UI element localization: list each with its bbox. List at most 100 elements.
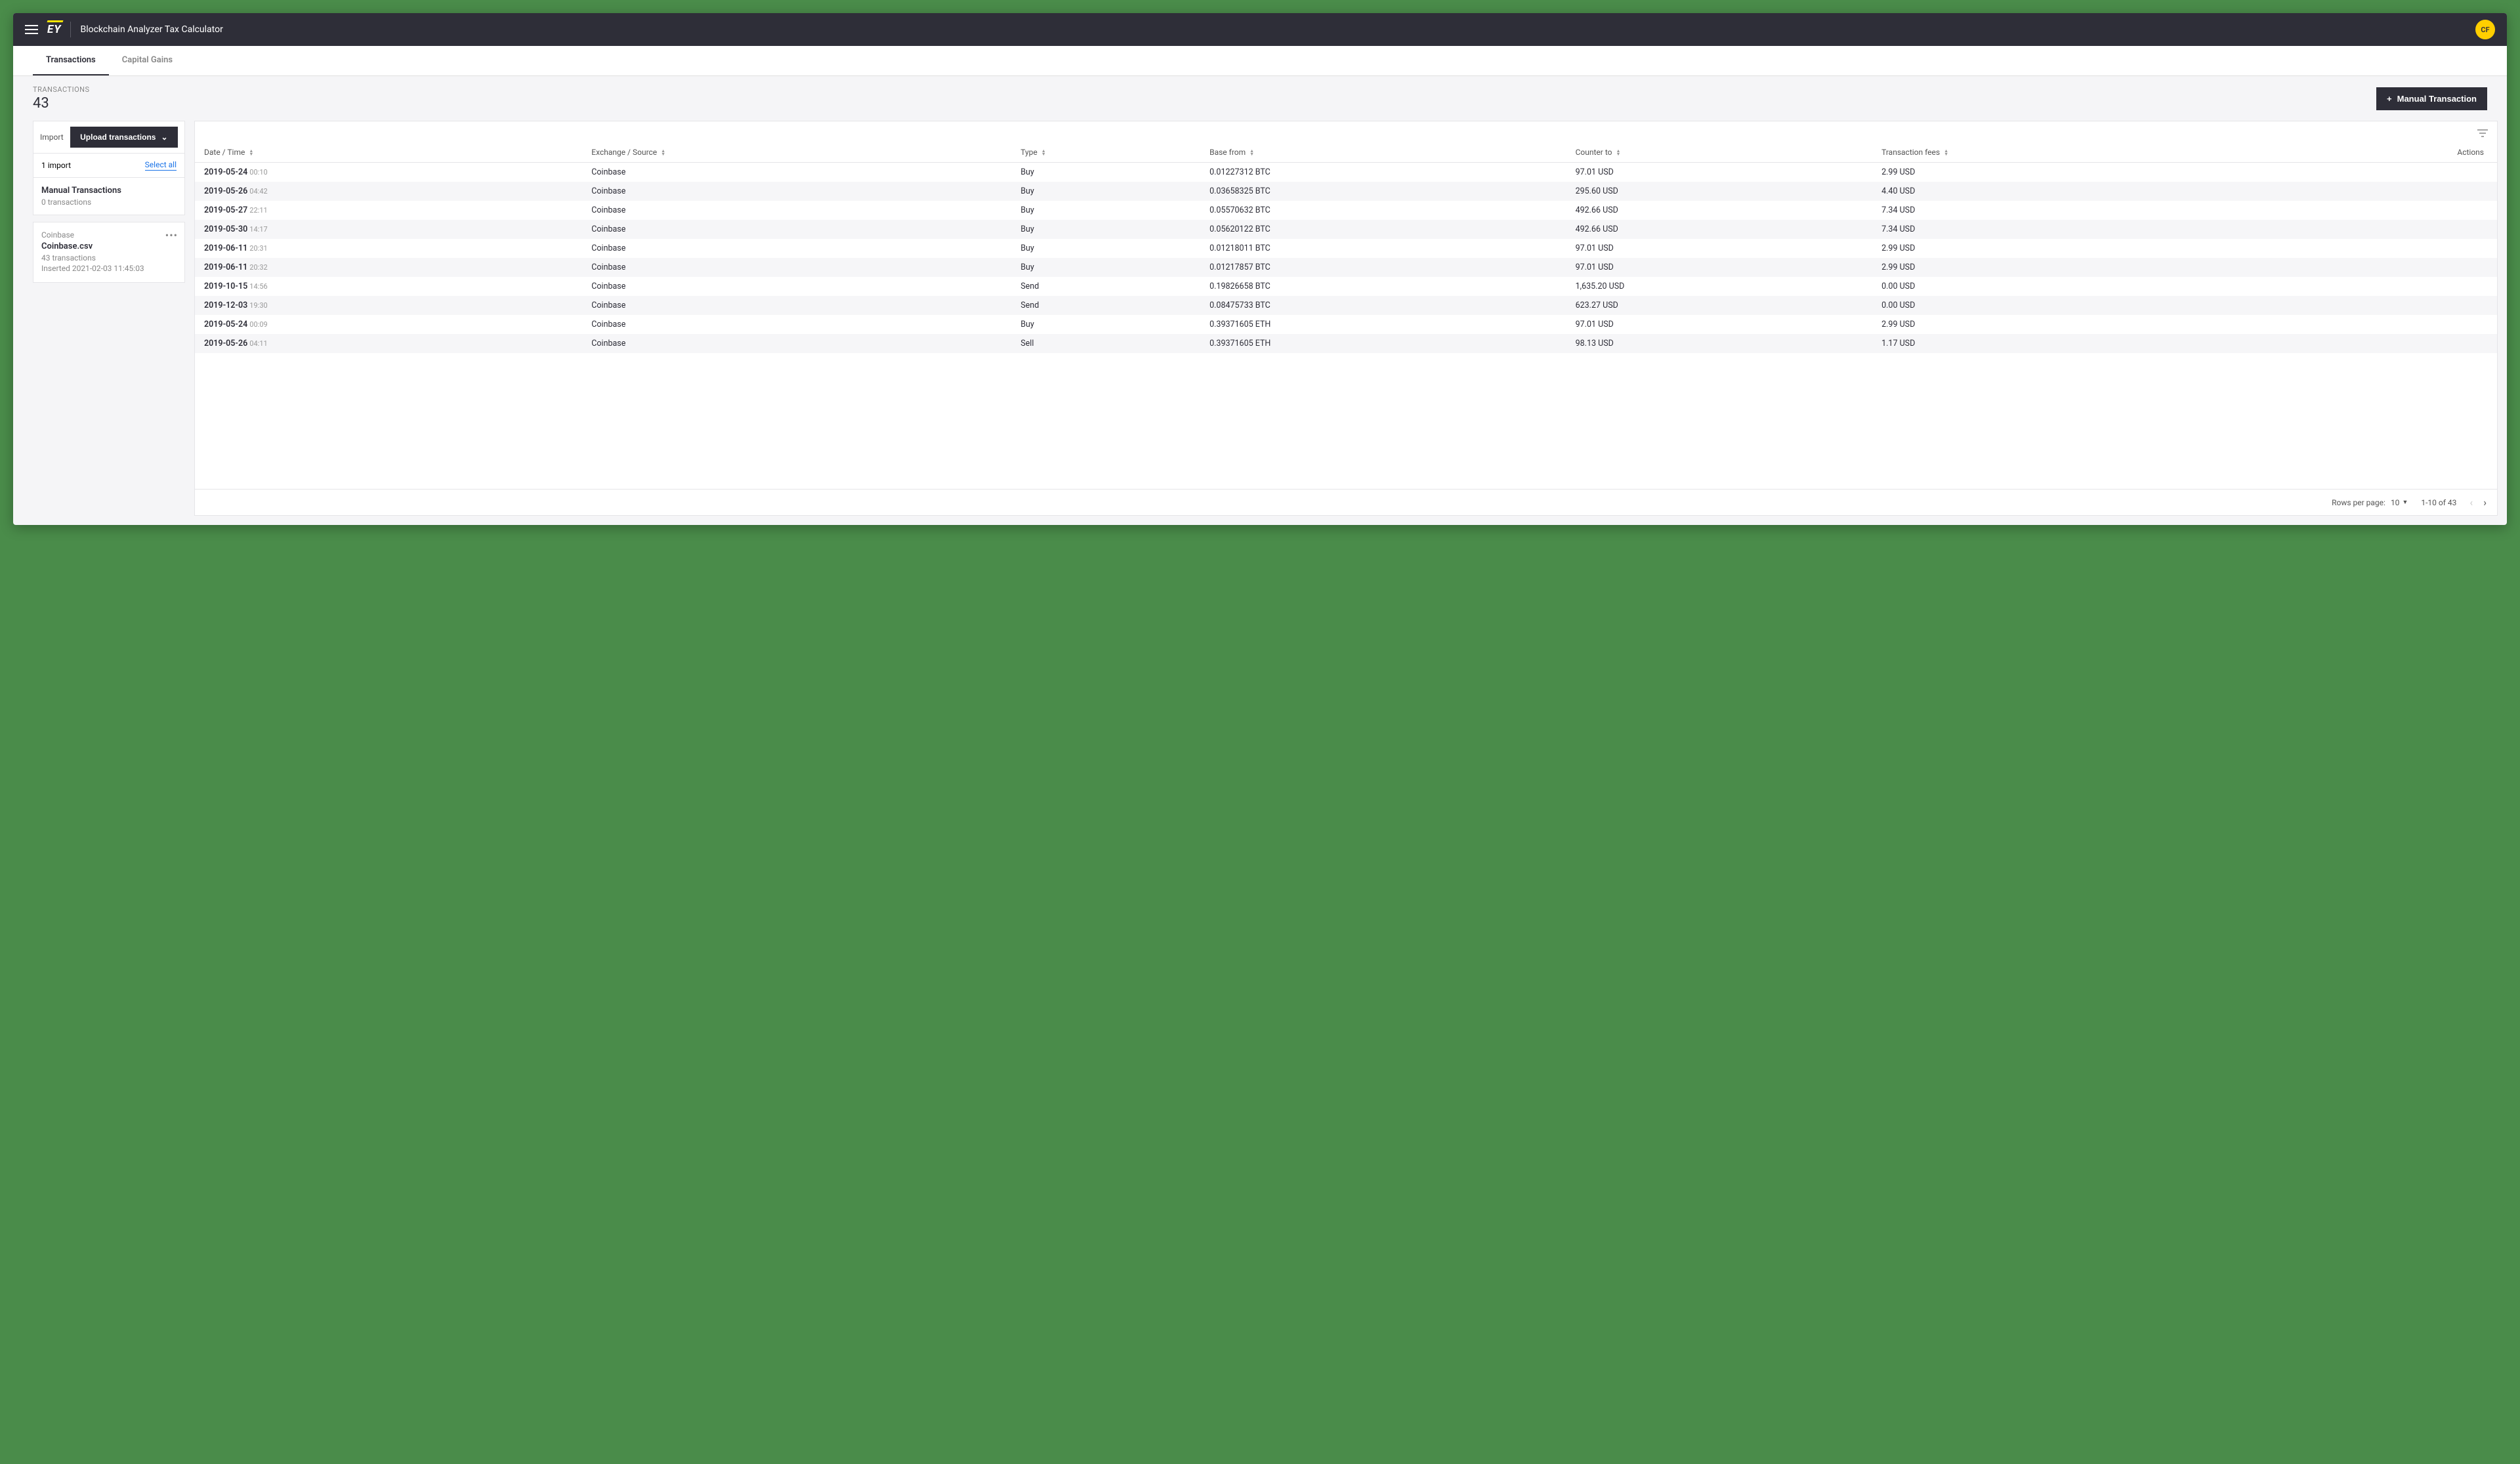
- cell-actions: [2269, 277, 2497, 296]
- source-tx-count: 43 transactions: [41, 253, 177, 262]
- avatar[interactable]: CF: [2475, 20, 2495, 39]
- cell-actions: [2269, 239, 2497, 258]
- table-row[interactable]: 2019-12-0319:30CoinbaseSend0.08475733 BT…: [195, 296, 2497, 315]
- more-icon[interactable]: •••: [165, 229, 178, 241]
- cell-date: 2019-06-1120:32: [195, 258, 585, 277]
- summary-label: TRANSACTIONS: [33, 85, 90, 94]
- sort-icon: ▲▼: [1250, 150, 1254, 156]
- menu-icon[interactable]: [25, 25, 38, 34]
- cell-type: Send: [1014, 296, 1203, 315]
- table-row[interactable]: 2019-05-2604:11CoinbaseSell0.39371605 ET…: [195, 334, 2497, 353]
- cell-type: Send: [1014, 277, 1203, 296]
- prev-page-button[interactable]: ‹: [2469, 496, 2473, 509]
- source-file: Coinbase.csv: [41, 241, 177, 251]
- tabs: Transactions Capital Gains: [13, 46, 2507, 76]
- import-meta: 1 import Select all: [33, 153, 184, 177]
- manual-transactions-block[interactable]: Manual Transactions 0 transactions: [33, 177, 184, 215]
- cell-exchange: Coinbase: [585, 277, 1014, 296]
- cell-counter: 295.60 USD: [1569, 182, 1876, 201]
- source-inserted: Inserted 2021-02-03 11:45:03: [41, 264, 177, 273]
- col-date[interactable]: Date / Time▲▼: [195, 142, 585, 163]
- cell-exchange: Coinbase: [585, 239, 1014, 258]
- filter-icon[interactable]: [2477, 128, 2488, 140]
- cell-exchange: Coinbase: [585, 182, 1014, 201]
- cell-fee: 2.99 USD: [1875, 258, 2269, 277]
- col-counter[interactable]: Counter to▲▼: [1569, 142, 1876, 163]
- source-name: Coinbase: [41, 230, 177, 240]
- table-header-row: Date / Time▲▼ Exchange / Source▲▼ Type▲▼…: [195, 142, 2497, 163]
- table-row[interactable]: 2019-05-2604:42CoinbaseBuy0.03658325 BTC…: [195, 182, 2497, 201]
- cell-fee: 2.99 USD: [1875, 163, 2269, 182]
- table-row[interactable]: 2019-06-1120:32CoinbaseBuy0.01217857 BTC…: [195, 258, 2497, 277]
- body: Import Upload transactions ⌄ 1 import Se…: [13, 121, 2507, 525]
- summary-row: TRANSACTIONS 43 + Manual Transaction: [13, 76, 2507, 121]
- import-card: Import Upload transactions ⌄ 1 import Se…: [33, 121, 185, 215]
- cell-actions: [2269, 220, 2497, 239]
- table-row[interactable]: 2019-10-1514:56CoinbaseSend0.19826658 BT…: [195, 277, 2497, 296]
- cell-date: 2019-05-2400:09: [195, 315, 585, 334]
- tab-transactions[interactable]: Transactions: [33, 46, 109, 75]
- cell-date: 2019-05-3014:17: [195, 220, 585, 239]
- cell-date: 2019-05-2604:11: [195, 334, 585, 353]
- cell-base: 0.01217857 BTC: [1203, 258, 1569, 277]
- logo: EY: [47, 23, 61, 36]
- col-type[interactable]: Type▲▼: [1014, 142, 1203, 163]
- cell-base: 0.19826658 BTC: [1203, 277, 1569, 296]
- cell-actions: [2269, 258, 2497, 277]
- cell-exchange: Coinbase: [585, 334, 1014, 353]
- next-page-button[interactable]: ›: [2483, 496, 2487, 509]
- sort-icon: ▲▼: [1616, 150, 1621, 156]
- summary-count: 43: [33, 95, 90, 112]
- table-row[interactable]: 2019-05-2400:09CoinbaseBuy0.39371605 ETH…: [195, 315, 2497, 334]
- col-fee[interactable]: Transaction fees▲▼: [1875, 142, 2269, 163]
- cell-fee: 0.00 USD: [1875, 296, 2269, 315]
- source-card[interactable]: ••• Coinbase Coinbase.csv 43 transaction…: [33, 222, 185, 283]
- cell-actions: [2269, 296, 2497, 315]
- import-count: 1 import: [41, 161, 71, 170]
- app-title: Blockchain Analyzer Tax Calculator: [80, 24, 222, 35]
- cell-date: 2019-05-2604:42: [195, 182, 585, 201]
- cell-counter: 98.13 USD: [1569, 334, 1876, 353]
- cell-type: Buy: [1014, 239, 1203, 258]
- manual-sub: 0 transactions: [41, 198, 177, 207]
- col-base[interactable]: Base from▲▼: [1203, 142, 1569, 163]
- cell-type: Sell: [1014, 334, 1203, 353]
- cell-date: 2019-05-2400:10: [195, 163, 585, 182]
- col-exchange[interactable]: Exchange / Source▲▼: [585, 142, 1014, 163]
- table-row[interactable]: 2019-05-2722:11CoinbaseBuy0.05570632 BTC…: [195, 201, 2497, 220]
- import-label: Import: [40, 133, 64, 142]
- col-actions: Actions: [2269, 142, 2497, 163]
- manual-transaction-button[interactable]: + Manual Transaction: [2376, 87, 2487, 110]
- cell-exchange: Coinbase: [585, 258, 1014, 277]
- rpp-select[interactable]: 10 ▼: [2391, 498, 2408, 507]
- cell-date: 2019-05-2722:11: [195, 201, 585, 220]
- cell-actions: [2269, 182, 2497, 201]
- table-row[interactable]: 2019-06-1120:31CoinbaseBuy0.01218011 BTC…: [195, 239, 2497, 258]
- select-all-link[interactable]: Select all: [145, 160, 177, 171]
- cell-base: 0.01227312 BTC: [1203, 163, 1569, 182]
- summary-left: TRANSACTIONS 43: [33, 85, 90, 112]
- tab-capital-gains[interactable]: Capital Gains: [109, 46, 186, 75]
- sidebar: Import Upload transactions ⌄ 1 import Se…: [33, 121, 185, 516]
- cell-fee: 7.34 USD: [1875, 220, 2269, 239]
- cell-counter: 1,635.20 USD: [1569, 277, 1876, 296]
- cell-date: 2019-12-0319:30: [195, 296, 585, 315]
- cell-base: 0.05620122 BTC: [1203, 220, 1569, 239]
- cell-fee: 1.17 USD: [1875, 334, 2269, 353]
- cell-actions: [2269, 315, 2497, 334]
- table-row[interactable]: 2019-05-2400:10CoinbaseBuy0.01227312 BTC…: [195, 163, 2497, 182]
- plus-icon: +: [2387, 94, 2392, 104]
- upload-transactions-button[interactable]: Upload transactions ⌄: [70, 127, 178, 148]
- cell-base: 0.08475733 BTC: [1203, 296, 1569, 315]
- cell-counter: 97.01 USD: [1569, 163, 1876, 182]
- cell-base: 0.03658325 BTC: [1203, 182, 1569, 201]
- cell-date: 2019-06-1120:31: [195, 239, 585, 258]
- cell-type: Buy: [1014, 163, 1203, 182]
- pagination: Rows per page: 10 ▼ 1-10 of 43 ‹ ›: [195, 489, 2497, 515]
- cell-counter: 623.27 USD: [1569, 296, 1876, 315]
- table-row[interactable]: 2019-05-3014:17CoinbaseBuy0.05620122 BTC…: [195, 220, 2497, 239]
- sort-icon: ▲▼: [661, 150, 665, 156]
- cell-counter: 97.01 USD: [1569, 258, 1876, 277]
- cell-fee: 0.00 USD: [1875, 277, 2269, 296]
- cell-fee: 4.40 USD: [1875, 182, 2269, 201]
